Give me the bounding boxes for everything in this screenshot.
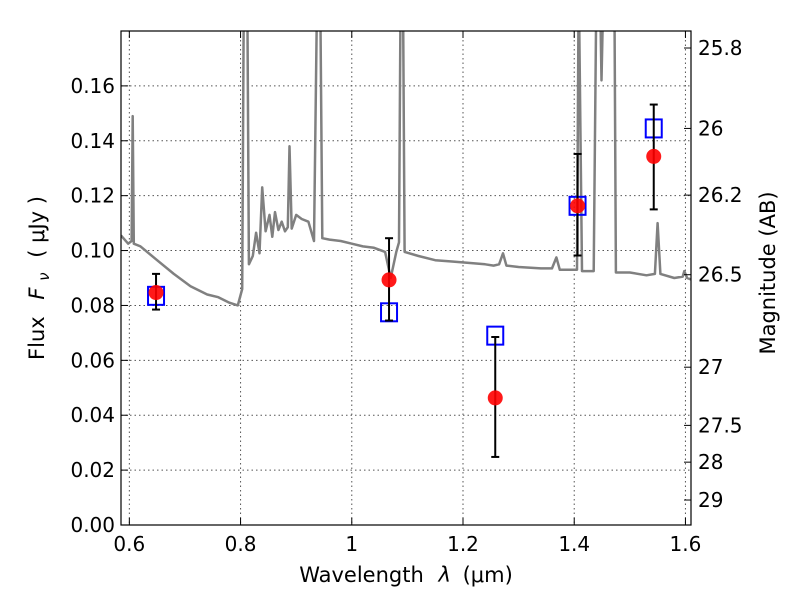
y-tick-label: 0.02 [70, 458, 115, 482]
x-tick-label: 1 [345, 532, 358, 556]
y-tick-label: 0.10 [70, 239, 115, 263]
right-tick-label: 29 [698, 488, 723, 512]
y-tick-label: 0.14 [70, 129, 115, 153]
x-tick-label: 1.6 [670, 532, 702, 556]
observed-point [148, 285, 164, 301]
y-axis-title-unit: ( μJy ) [25, 196, 49, 258]
y-axis-title-text: Flux [25, 316, 49, 360]
y-tick-label: 0.00 [70, 513, 115, 537]
right-tick-label: 27 [698, 355, 723, 379]
right-axis-title: Magnitude (AB) [756, 191, 780, 354]
right-tick-label: 26.5 [698, 263, 743, 287]
axis-ticks: 0.6 0.8 1 1.2 1.4 1.6 0.00 0.02 0.04 0.06 0.08 0.10… [70, 31, 743, 556]
model-spectrum [121, 31, 691, 307]
x-axis-title-symbol: λ [437, 563, 450, 587]
right-tick-label: 28 [698, 450, 723, 474]
y-tick-label: 0.12 [70, 184, 115, 208]
x-axis-title-unit: (μm) [463, 563, 513, 587]
y-axis-title: Flux F ν ( μJy ) [25, 196, 54, 360]
observed-point [381, 272, 397, 288]
photometry-points [147, 103, 663, 458]
x-tick-label: 1.4 [558, 532, 590, 556]
y-tick-label: 0.16 [70, 74, 115, 98]
right-tick-label: 26 [698, 116, 723, 140]
observed-point [646, 148, 662, 164]
y-tick-label: 0.08 [70, 293, 115, 317]
observed-point [487, 390, 503, 406]
x-tick-label: 0.8 [225, 532, 257, 556]
y-tick-label: 0.06 [70, 348, 115, 372]
x-tick-label: 0.6 [113, 532, 145, 556]
observed-point [570, 198, 586, 214]
grid [121, 31, 691, 526]
y-tick-label: 0.04 [70, 403, 115, 427]
model-spectrum-line [121, 31, 691, 307]
x-axis-title-text: Wavelength [299, 563, 424, 587]
right-tick-label: 25.8 [698, 36, 743, 60]
x-tick-label: 1.2 [447, 532, 479, 556]
y-axis-title-symbol: F [25, 287, 49, 300]
right-tick-label: 27.5 [698, 413, 743, 437]
right-tick-label: 26.2 [698, 183, 743, 207]
y-axis-title-subscript: ν [35, 272, 53, 280]
x-axis-title: Wavelength λ (μm) [299, 563, 513, 587]
plot-frame [120, 30, 692, 526]
